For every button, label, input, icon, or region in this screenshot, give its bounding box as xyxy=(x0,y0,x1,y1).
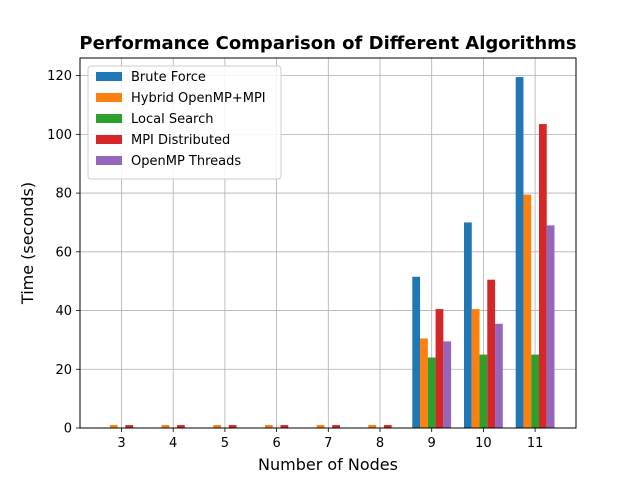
x-tick-label: 6 xyxy=(272,436,280,451)
x-tick-label: 10 xyxy=(475,436,492,451)
chart-title: Performance Comparison of Different Algo… xyxy=(79,33,576,54)
bar xyxy=(464,222,472,428)
bar xyxy=(546,225,555,428)
legend-box xyxy=(87,65,282,180)
bar xyxy=(125,425,134,428)
bar xyxy=(471,309,480,428)
x-tick-label: 5 xyxy=(221,436,229,451)
y-ticks: 0 20 40 60 80 100 120 xyxy=(47,69,80,437)
legend-swatch xyxy=(96,93,122,102)
legend-label: Brute Force xyxy=(131,70,206,85)
x-tick-label: 3 xyxy=(117,436,125,451)
bar xyxy=(515,77,524,428)
legend: Brute Force Hybrid OpenMP+MPI Local Search… xyxy=(87,65,282,180)
bars xyxy=(109,77,555,429)
x-tick-label: 7 xyxy=(324,436,332,451)
bar xyxy=(332,425,340,428)
bar xyxy=(531,354,539,428)
bar xyxy=(523,194,532,428)
y-axis-label: Time (seconds) xyxy=(18,182,37,305)
bar xyxy=(420,338,428,428)
bar xyxy=(479,354,488,428)
bar xyxy=(538,124,547,429)
y-tick-label: 40 xyxy=(55,304,72,319)
bar xyxy=(264,425,273,428)
bar xyxy=(177,425,185,428)
bar xyxy=(435,309,444,428)
x-ticks: 3 4 5 6 7 8 9 10 11 xyxy=(117,428,543,451)
bar xyxy=(427,357,436,428)
legend-label: Hybrid OpenMP+MPI xyxy=(131,91,266,106)
bar xyxy=(412,276,421,428)
x-tick-label: 9 xyxy=(428,436,436,451)
bar xyxy=(495,323,503,428)
x-tick-label: 11 xyxy=(527,436,544,451)
x-axis-label: Number of Nodes xyxy=(258,455,398,474)
y-tick-label: 120 xyxy=(47,69,72,84)
bar xyxy=(487,279,496,428)
bar xyxy=(368,425,377,428)
bar xyxy=(383,425,392,428)
legend-swatch xyxy=(96,114,122,123)
legend-swatch xyxy=(96,72,122,81)
legend-label: Local Search xyxy=(131,112,214,127)
bar xyxy=(161,425,170,428)
y-tick-label: 80 xyxy=(55,187,72,202)
legend-label: MPI Distributed xyxy=(131,133,230,148)
y-tick-label: 20 xyxy=(55,363,72,378)
bar xyxy=(280,425,289,428)
y-tick-label: 0 xyxy=(64,422,72,437)
x-tick-label: 8 xyxy=(376,436,384,451)
bar xyxy=(109,425,118,428)
legend-swatch xyxy=(96,156,122,165)
legend-swatch xyxy=(96,135,122,144)
y-tick-label: 100 xyxy=(47,128,72,143)
y-tick-label: 60 xyxy=(55,245,72,260)
bar xyxy=(228,425,237,428)
bar xyxy=(316,425,325,428)
x-tick-label: 4 xyxy=(169,436,177,451)
bar xyxy=(213,425,222,428)
legend-label: OpenMP Threads xyxy=(131,154,241,169)
bar xyxy=(443,341,452,428)
